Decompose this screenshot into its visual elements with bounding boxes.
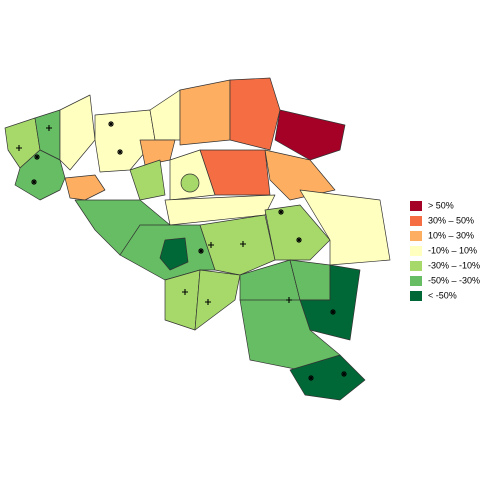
region <box>199 214 276 276</box>
region <box>159 237 189 271</box>
legend-label: -50% – -30% <box>428 275 480 285</box>
legend-swatch <box>410 231 422 241</box>
legend-swatch <box>410 276 422 286</box>
legend-label: 10% – 30% <box>428 230 474 240</box>
legend-swatch <box>410 201 422 211</box>
region <box>180 173 200 193</box>
region <box>289 354 366 401</box>
legend: > 50% 30% – 50% 10% – 30% -10% – 10% -30% – … <box>410 200 480 301</box>
legend-swatch <box>410 246 422 256</box>
region <box>264 204 331 261</box>
region <box>299 189 391 266</box>
region <box>274 109 346 161</box>
region <box>229 77 281 151</box>
region <box>14 149 66 201</box>
legend-label: > 50% <box>428 200 454 210</box>
legend-label: -30% – -10% <box>428 260 480 270</box>
legend-swatch <box>410 261 422 271</box>
legend-label: 30% – 50% <box>428 215 474 225</box>
legend-label: -10% – 10% <box>428 245 477 255</box>
region <box>194 269 241 331</box>
legend-swatch <box>410 216 422 226</box>
region <box>64 174 106 201</box>
region <box>59 94 96 171</box>
region <box>129 159 166 201</box>
map-markers <box>16 121 347 381</box>
legend-swatch <box>410 291 422 301</box>
region <box>164 269 201 331</box>
region <box>179 79 231 146</box>
regions <box>4 77 391 401</box>
legend-label: < -50% <box>428 290 457 300</box>
